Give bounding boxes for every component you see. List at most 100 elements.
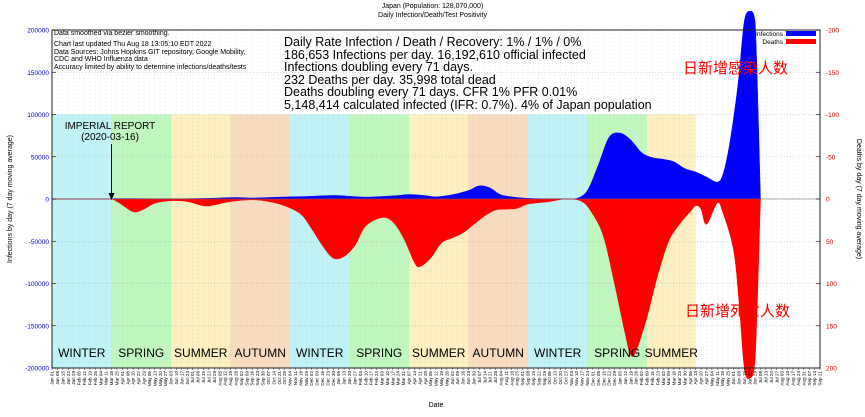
x-tick-label: May 04: [709, 371, 714, 387]
season-label: SPRING: [356, 346, 402, 360]
x-tick-label: Sep 02: [239, 371, 244, 386]
x-tick-label: Jun 22: [747, 371, 752, 385]
x-tick-label: Jun 02: [450, 371, 455, 385]
x-tick-label: Apr 27: [704, 371, 709, 385]
x-tick-label: Nov 25: [304, 371, 309, 386]
season-band-winter: [52, 114, 112, 368]
x-tick-label: Mar 02: [661, 371, 666, 386]
x-tick-label: Jul 01: [190, 371, 195, 384]
season-label: AUTUMN: [473, 346, 524, 360]
x-tick-label: Jan 13: [342, 371, 347, 385]
x-tick-label: Dec 01: [590, 371, 595, 386]
legend-label-infections: Infections: [755, 31, 784, 38]
x-tick-label: Jun 03: [169, 371, 174, 385]
x-tick-label: Oct 13: [553, 371, 558, 385]
x-tick-label: Mar 30: [682, 371, 687, 386]
x-tick-label: Mar 16: [672, 371, 677, 386]
x-tick-label: Jan 01: [50, 371, 55, 385]
x-tick-label: Feb 26: [93, 371, 98, 386]
x-tick-label: Sep 14: [812, 371, 817, 386]
x-tick-label: Mar 10: [385, 371, 390, 386]
season-label: SPRING: [118, 346, 164, 360]
series-area-deaths: [51, 198, 761, 380]
season-band-summer: [170, 114, 231, 368]
x-tick-label: Jun 24: [185, 371, 190, 385]
x-tick-label: Jun 30: [472, 371, 477, 385]
y-tick-label-right: 150: [826, 323, 837, 330]
x-tick-label: Jun 10: [174, 371, 179, 385]
stats-calculated: 5,148,414 calculated infected (IFR: 0.7%…: [284, 97, 652, 112]
y-tick-label-right: 0: [826, 197, 830, 204]
x-tick-label: Dec 30: [331, 371, 336, 386]
x-tick-label: Jun 16: [461, 371, 466, 385]
x-tick-label: Feb 24: [374, 371, 379, 386]
x-tick-label: Aug 11: [504, 371, 509, 386]
x-tick-label: Jul 07: [477, 371, 482, 384]
x-axis-title: Date: [429, 402, 444, 409]
x-tick-label: Jun 01: [731, 371, 736, 385]
x-tick-label: Apr 29: [142, 371, 147, 385]
cn-deaths-label: 日新增死亡人数: [685, 303, 791, 320]
season-label: WINTER: [534, 346, 582, 360]
season-band-autumn: [230, 114, 290, 368]
x-tick-label: May 27: [163, 371, 168, 387]
stats-deaths: 232 Deaths per day. 35,998 total dead: [284, 72, 496, 87]
x-tick-label: Sep 09: [244, 371, 249, 386]
x-tick-label: Dec 29: [612, 371, 617, 386]
x-tick-label: Dec 15: [601, 371, 606, 386]
x-tick-label: Mar 17: [390, 371, 395, 386]
x-tick-label: Apr 07: [407, 371, 412, 385]
y-tick-label-left: -150000: [25, 323, 49, 330]
x-tick-label: Aug 25: [515, 371, 520, 386]
x-tick-label: Mar 09: [666, 371, 671, 386]
season-label: WINTER: [296, 346, 344, 360]
imperial-report-label: IMPERIAL REPORT (2020-03-16): [62, 121, 158, 143]
y-tick-label-left: 200000: [27, 28, 49, 35]
season-label: SUMMER: [174, 346, 228, 360]
note-accuracy: Accuracy limited by ability to determine…: [54, 63, 247, 71]
x-tick-label: Aug 19: [228, 371, 233, 386]
x-tick-label: Feb 16: [650, 371, 655, 386]
y-tick-label-left: -100000: [25, 281, 49, 288]
x-tick-label: Aug 18: [509, 371, 514, 386]
season-label: SUMMER: [645, 346, 699, 360]
legend-label-deaths: Deaths: [762, 39, 783, 46]
x-tick-label: Dec 09: [315, 371, 320, 386]
x-tick-label: Aug 03: [780, 371, 785, 386]
smoothing-note: Data smoothed via bezier smoothing.: [54, 30, 170, 37]
x-tick-label: Jun 09: [455, 371, 460, 385]
x-tick-label: Feb 19: [88, 371, 93, 386]
legend-swatch-deaths: [786, 39, 816, 44]
x-tick-label: Jul 29: [212, 371, 217, 384]
season-band-winter: [527, 114, 588, 368]
y-tick-label-left: 0: [45, 197, 49, 204]
x-tick-label: Apr 06: [688, 371, 693, 385]
x-tick-label: Oct 21: [277, 371, 282, 385]
season-label: SPRING: [594, 346, 640, 360]
x-tick-label: May 05: [428, 371, 433, 387]
x-tick-label: Jun 15: [742, 371, 747, 385]
stats-block: Daily Rate Infection / Death / Recovery:…: [284, 36, 652, 111]
source-notes: Chart last updated Thu Aug 18 13:05:10 E…: [54, 41, 246, 71]
x-tick-label: May 13: [152, 371, 157, 387]
x-tick-label: Jan 15: [60, 371, 65, 385]
x-tick-label: Sep 29: [542, 371, 547, 386]
x-tick-label: Feb 05: [77, 371, 82, 386]
x-tick-label: Dec 08: [596, 371, 601, 386]
y-tick-label-right: 200: [826, 366, 837, 373]
x-tick-label: Apr 21: [417, 371, 422, 385]
x-tick-label: Jan 27: [353, 371, 358, 385]
x-tick-label: Jun 23: [466, 371, 471, 385]
header-subtitle: Daily Infection/Death/Test Positivity: [378, 12, 487, 19]
x-tick-label: Apr 13: [693, 371, 698, 385]
note-sources-2: CDC and WHO Influenza data: [54, 56, 148, 63]
y-tick-label-left: 50000: [31, 154, 49, 161]
x-tick-label: Apr 20: [699, 371, 704, 385]
x-tick-label: Apr 14: [412, 371, 417, 385]
x-tick-label: Jul 21: [488, 371, 493, 384]
x-tick-label: Jun 29: [753, 371, 758, 385]
x-tick-label: Dec 23: [325, 371, 330, 386]
x-tick-label: Mar 18: [109, 371, 114, 386]
